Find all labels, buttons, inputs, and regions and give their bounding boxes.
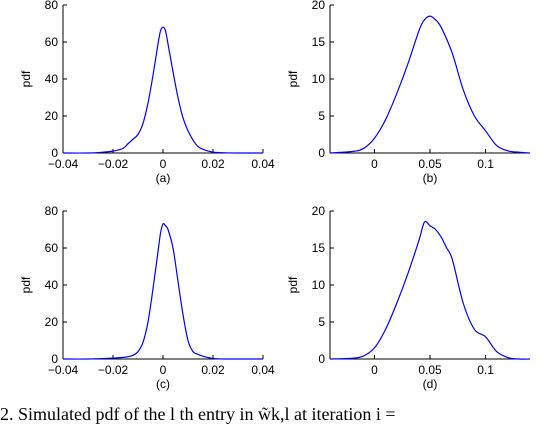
x-tick-label: 0.04 [251, 157, 275, 171]
subplot-d: 0 0.05 0.1 0 5 10 15 20 pdf (d) [286, 204, 531, 391]
subplot-label: (b) [423, 171, 438, 185]
x-tick-label: −0.04 [48, 157, 79, 171]
y-tick-label: 15 [312, 241, 326, 255]
y-tick-label: 5 [318, 109, 325, 123]
y-axis-label: pdf [19, 276, 33, 293]
x-tick-label: 0.05 [418, 157, 442, 171]
y-tick-label: 80 [45, 204, 59, 218]
y-tick-label: 60 [45, 35, 59, 49]
y-tick-label: 20 [312, 204, 326, 218]
y-tick-label: 80 [45, 0, 59, 12]
x-tick-label: −0.02 [98, 363, 129, 377]
subplot-a: −0.04 −0.02 0 0.02 0.04 0 20 40 60 80 pdf (a) [19, 0, 275, 185]
x-tick-label: −0.04 [48, 363, 79, 377]
subplot-label: (c) [156, 377, 170, 391]
y-tick-label: 5 [318, 315, 325, 329]
x-tick-label: −0.02 [98, 157, 129, 171]
y-tick-label: 20 [312, 0, 326, 12]
y-axis-label: pdf [286, 276, 300, 293]
x-tick-label: 0.02 [201, 157, 225, 171]
y-tick-label: 0 [51, 352, 58, 366]
x-tick-label: 0 [160, 157, 167, 171]
x-tick-label: 0.1 [477, 157, 494, 171]
y-tick-label: 10 [312, 278, 326, 292]
subplot-label: (a) [156, 171, 171, 185]
x-tick-label: 0 [160, 363, 167, 377]
x-tick-label: 0.05 [418, 363, 442, 377]
pdf-curve [62, 222, 264, 360]
x-tick-label: 0.04 [251, 363, 275, 377]
y-tick-label: 0 [318, 146, 325, 160]
y-tick-label: 20 [45, 315, 59, 329]
y-axis-label: pdf [19, 70, 33, 87]
pdf-curve [329, 15, 531, 154]
subplot-c: −0.04 −0.02 0 0.02 0.04 0 20 40 60 80 pdf (c) [19, 204, 275, 391]
pdf-curve [329, 220, 531, 360]
subplot-b: 0 0.05 0.1 0 5 10 15 20 pdf (b) [286, 0, 531, 185]
y-tick-label: 0 [51, 146, 58, 160]
y-tick-label: 15 [312, 35, 326, 49]
y-tick-label: 10 [312, 72, 326, 86]
y-tick-label: 40 [45, 278, 59, 292]
x-tick-label: 0.1 [477, 363, 494, 377]
x-tick-label: 0 [371, 363, 378, 377]
y-tick-label: 20 [45, 109, 59, 123]
y-tick-label: 60 [45, 241, 59, 255]
y-axis-label: pdf [286, 70, 300, 87]
figure-caption: 2. Simulated pdf of the l th entry in w̃… [0, 404, 396, 424]
x-tick-label: 0 [371, 157, 378, 171]
subplot-label: (d) [423, 377, 438, 391]
x-tick-label: 0.02 [201, 363, 225, 377]
y-tick-label: 0 [318, 352, 325, 366]
y-tick-label: 40 [45, 72, 59, 86]
pdf-curve [62, 26, 264, 154]
